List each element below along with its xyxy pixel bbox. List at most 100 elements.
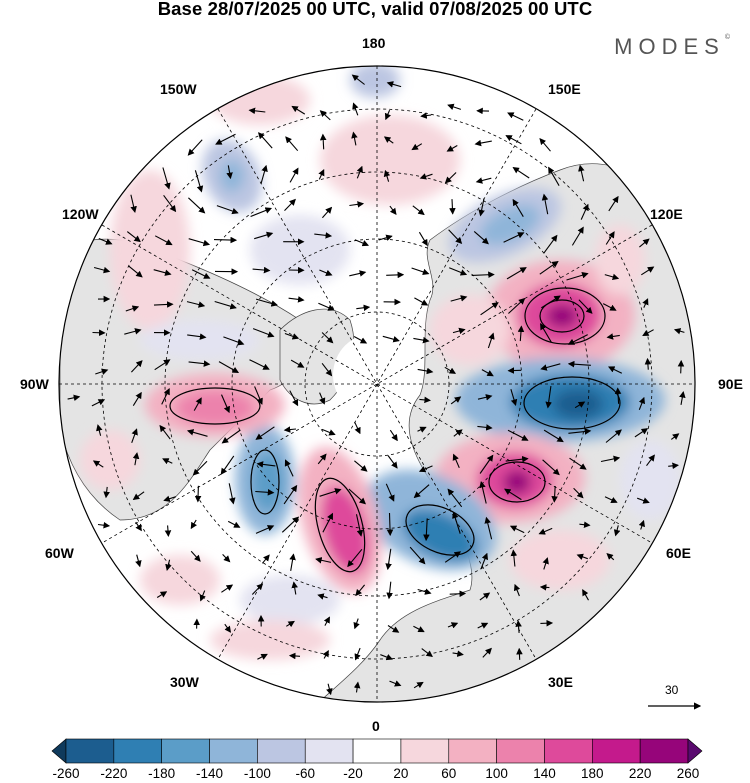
wind-arrow (321, 332, 334, 344)
wind-arrow (574, 401, 586, 409)
wind-arrow (444, 366, 457, 374)
wind-arrow (326, 683, 333, 696)
colorbar-tick-label: 100 (485, 766, 508, 781)
lon-label-120w: 120W (62, 206, 99, 222)
wind-arrow (548, 166, 560, 186)
wind-arrow (447, 622, 459, 629)
wind-arrow (509, 525, 525, 534)
wind-arrow (409, 546, 426, 565)
wind-arrow (290, 359, 305, 368)
wind-arrow (353, 618, 360, 630)
wind-arrow (540, 363, 561, 371)
wind-arrow (579, 521, 591, 528)
wind-arrow (386, 512, 394, 537)
wind-arrow (257, 653, 268, 660)
wind-arrow (383, 169, 391, 182)
wind-arrow (516, 647, 523, 660)
wind-arrow (354, 460, 368, 472)
wind-arrow (288, 296, 305, 303)
wind-arrow (348, 488, 367, 505)
wind-arrow (614, 387, 622, 404)
wind-arrow (163, 495, 177, 502)
wind-arrow (67, 394, 81, 402)
wind-arrow (349, 270, 367, 277)
colorbar-swatch (496, 738, 545, 764)
wind-arrow (543, 429, 564, 443)
wind-arrow (227, 520, 241, 528)
graticule (59, 66, 695, 702)
wind-arrow (452, 453, 460, 469)
colorbar (51, 738, 703, 764)
colorbar-tick-label: 60 (441, 766, 457, 781)
wind-arrow (254, 231, 274, 240)
wind-arrow (474, 139, 492, 147)
wind-arrow (378, 234, 393, 241)
wind-arrow (193, 397, 202, 411)
wind-arrow (418, 231, 428, 247)
colorbar-tick-label: -20 (343, 766, 363, 781)
wind-arrow (644, 357, 652, 370)
wind-arrow (600, 455, 621, 463)
wind-arrow (255, 426, 275, 440)
wind-arrow (186, 301, 206, 308)
wind-arrow (604, 496, 618, 503)
wind-arrow (223, 336, 245, 346)
wind-arrow (190, 519, 197, 530)
wind-arrow (389, 680, 402, 687)
wind-arrow (95, 368, 109, 375)
wind-arrow (515, 620, 522, 633)
colorbar-tick-label: 220 (628, 766, 652, 781)
wind-arrow (165, 559, 172, 571)
wind-arrow (541, 295, 561, 309)
wind-arrow (567, 334, 588, 345)
wind-arrow (510, 549, 518, 567)
colorbar-extend-high (687, 738, 703, 764)
wind-arrow (128, 265, 143, 278)
wind-arrow (444, 551, 462, 563)
colorbar-tick-label: 140 (533, 766, 556, 781)
wind-arrow (477, 622, 489, 629)
wind-arrow (480, 552, 488, 570)
wind-arrow (192, 460, 208, 476)
wind-arrow (351, 131, 358, 146)
colorbar-swatch (209, 738, 258, 764)
colorbar-swatch (352, 738, 402, 764)
wind-arrow (386, 271, 405, 279)
wind-arrow (481, 369, 494, 377)
wind-arrow (414, 297, 429, 306)
wind-arrow (602, 303, 617, 311)
wind-arrow (354, 421, 361, 435)
wind-arrow (413, 484, 430, 499)
wind-arrow (420, 112, 432, 119)
wind-arrow (606, 333, 620, 340)
wind-reference-label: 30 (665, 683, 679, 697)
wind-arrow (98, 237, 113, 245)
wind-arrow (154, 359, 171, 371)
wind-arrow (578, 164, 585, 182)
wind-arrow (289, 390, 299, 407)
wind-arrow (321, 206, 333, 219)
wind-arrow (677, 359, 685, 374)
wind-arrow (135, 521, 142, 532)
wind-arrow (484, 516, 493, 540)
wind-arrow (291, 105, 306, 115)
wind-arrow (482, 647, 492, 658)
colorbar-swatch (592, 738, 641, 764)
wind-arrow (284, 198, 296, 211)
wind-arrow (130, 360, 143, 373)
colorbar-swatch (161, 738, 210, 764)
wind-arrow (646, 454, 655, 467)
wind-arrow (188, 197, 206, 214)
wind-arrow (281, 516, 300, 533)
colorbar-extend-low (51, 738, 67, 764)
wind-arrow (132, 491, 145, 501)
wind-arrow (132, 452, 140, 466)
colorbar-tick-label: -60 (295, 766, 315, 781)
lon-label-60w: 60W (45, 545, 74, 561)
wind-arrow (153, 269, 172, 276)
lon-label-60e: 60E (666, 545, 691, 561)
map-title: Base 28/07/2025 00 UTC, valid 07/08/2025… (157, 0, 593, 19)
colorbar-swatch (448, 738, 497, 764)
wind-arrow (423, 518, 430, 542)
wind-arrow (480, 302, 499, 316)
